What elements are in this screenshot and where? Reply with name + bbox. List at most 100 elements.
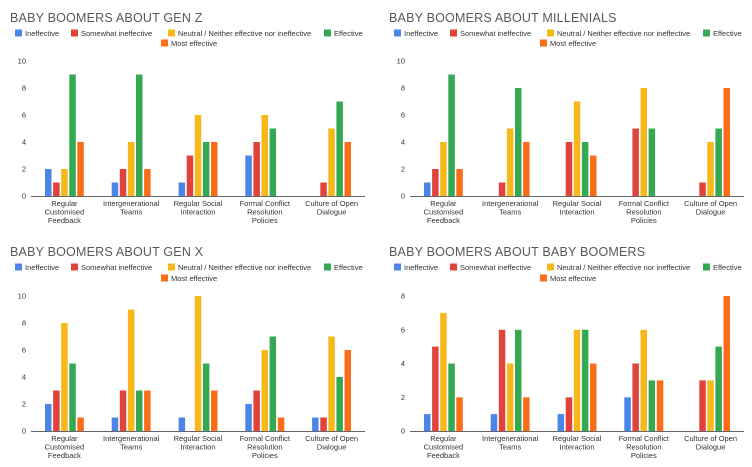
x-category-label: Regular Social Interaction	[174, 434, 223, 452]
bar-neutral-neither-effective-nor-ineffective	[707, 380, 714, 431]
bar-most-effective	[723, 88, 730, 196]
y-tick-label: 2	[22, 400, 26, 409]
legend-label: Effective	[713, 29, 742, 38]
y-tick-label: 8	[401, 292, 405, 301]
legend-swatch	[324, 29, 331, 37]
y-tick-label: 8	[22, 84, 26, 93]
bar-ineffective	[424, 414, 431, 431]
bar-most-effective	[590, 155, 597, 196]
bar-effective	[336, 101, 343, 196]
legend-swatch	[168, 263, 175, 271]
bar-ineffective	[557, 414, 565, 431]
bar-most-effective	[211, 142, 218, 196]
bar-ineffective	[245, 155, 252, 196]
legend-label: Most effective	[171, 274, 217, 283]
bar-most-effective	[344, 350, 351, 431]
bar-neutral-neither-effective-nor-ineffective	[194, 296, 202, 431]
bar-effective	[715, 128, 722, 196]
x-category-label: Regular Customised Feedback	[424, 434, 464, 460]
bar-ineffective	[424, 182, 431, 196]
legend-label: Neutral / Neither effective nor ineffect…	[178, 29, 311, 38]
chart-panel-4: BABY BOOMERS ABOUT BABY BOOMERS Ineffecti…	[389, 245, 744, 460]
legend-label: Somewhat ineffective	[81, 263, 152, 272]
y-tick-label: 2	[401, 165, 405, 174]
bar-effective	[202, 363, 210, 431]
bar-ineffective	[45, 404, 52, 431]
bar-ineffective	[45, 169, 52, 196]
bar-effective	[69, 363, 76, 431]
bar-neutral-neither-effective-nor-ineffective	[440, 312, 447, 431]
bar-somewhat-ineffective	[498, 182, 506, 196]
bar-somewhat-ineffective	[119, 390, 127, 431]
y-tick-label: 0	[22, 192, 26, 201]
bar-somewhat-ineffective	[699, 182, 706, 196]
chart-panel-1: BABY BOOMERS ABOUT GEN Z Ineffective Somew…	[10, 11, 365, 225]
bar-most-effective	[144, 169, 151, 196]
y-tick-label: 2	[401, 393, 405, 402]
bar-somewhat-ineffective	[320, 182, 327, 196]
x-category-label: Formal Conflict Resolution Policies	[240, 199, 291, 225]
bar-effective	[448, 363, 455, 431]
legend-label: Ineffective	[25, 263, 59, 272]
legend-label: Most effective	[550, 274, 596, 283]
x-category-label: Intergenerational Teams	[482, 434, 539, 452]
bar-most-effective	[211, 390, 218, 431]
y-tick-label: 4	[22, 138, 26, 147]
bar-most-effective	[277, 417, 285, 431]
legend-swatch	[15, 263, 22, 271]
bar-effective	[269, 336, 277, 431]
y-tick-label: 8	[22, 319, 26, 328]
legend-swatch	[547, 263, 554, 271]
bar-most-effective	[523, 142, 530, 196]
bar-effective	[69, 74, 76, 196]
legend-swatch	[161, 39, 168, 47]
x-category-label: Regular Social Interaction	[553, 199, 602, 217]
legend-swatch	[71, 263, 78, 271]
bar-effective	[448, 74, 455, 196]
bar-somewhat-ineffective	[498, 329, 506, 432]
bar-somewhat-ineffective	[186, 155, 194, 196]
x-category-label: Formal Conflict Resolution Policies	[619, 434, 670, 460]
bar-most-effective	[344, 142, 351, 196]
bar-ineffective	[624, 397, 631, 432]
x-category-label: Intergenerational Teams	[103, 199, 160, 217]
bar-most-effective	[77, 417, 84, 431]
y-tick-label: 2	[22, 165, 26, 174]
bar-neutral-neither-effective-nor-ineffective	[506, 128, 514, 196]
legend-label: Somewhat ineffective	[81, 29, 152, 38]
bar-most-effective	[523, 397, 530, 432]
legend-swatch	[71, 29, 78, 37]
legend-swatch	[703, 263, 710, 271]
bar-neutral-neither-effective-nor-ineffective	[261, 350, 268, 431]
y-tick-label: 6	[401, 111, 405, 120]
x-category-label: Regular Social Interaction	[553, 434, 602, 452]
legend-label: Neutral / Neither effective nor ineffect…	[557, 263, 690, 272]
bar-effective	[648, 380, 656, 431]
y-tick-label: 4	[401, 138, 405, 147]
x-category-label: Formal Conflict Resolution Policies	[240, 434, 291, 460]
legend-swatch	[703, 29, 710, 37]
bar-effective	[269, 128, 277, 196]
legend-label: Effective	[334, 263, 363, 272]
y-tick-label: 6	[401, 325, 405, 334]
chart-title: BABY BOOMERS ABOUT MILLENIALS	[389, 11, 617, 25]
bar-effective	[336, 377, 343, 431]
bar-most-effective	[456, 169, 463, 196]
bar-ineffective	[245, 404, 252, 431]
bar-ineffective	[178, 182, 186, 196]
legend-label: Ineffective	[404, 29, 438, 38]
legend-label: Most effective	[550, 39, 596, 48]
chart-title: BABY BOOMERS ABOUT GEN X	[10, 245, 204, 259]
bar-ineffective	[111, 182, 119, 196]
bar-somewhat-ineffective	[119, 169, 127, 196]
bar-ineffective	[111, 417, 119, 431]
legend-label: Ineffective	[404, 263, 438, 272]
chart-title: BABY BOOMERS ABOUT BABY BOOMERS	[389, 245, 645, 259]
y-tick-label: 10	[18, 292, 26, 301]
bar-effective	[136, 390, 143, 431]
y-tick-label: 4	[401, 359, 405, 368]
x-category-label: Regular Customised Feedback	[424, 199, 464, 225]
y-tick-label: 4	[22, 373, 26, 382]
legend-label: Ineffective	[25, 29, 59, 38]
bar-somewhat-ineffective	[53, 182, 60, 196]
